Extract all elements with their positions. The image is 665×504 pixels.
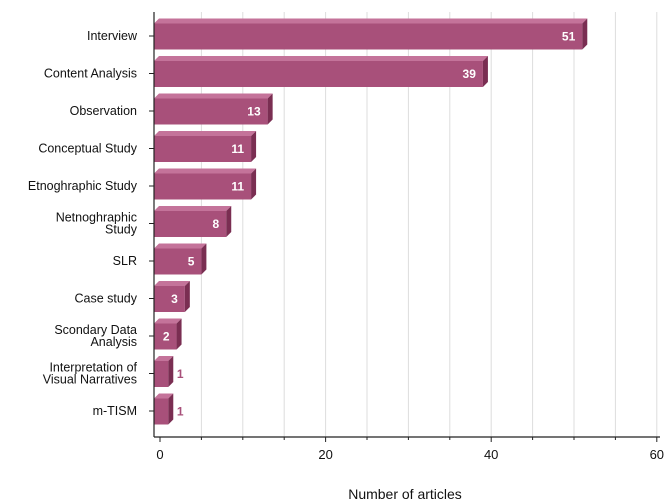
bar-top xyxy=(154,206,232,211)
bar-3: 13 xyxy=(154,93,273,125)
bar-8: 3 xyxy=(154,281,190,312)
value-label: 11 xyxy=(231,180,244,194)
bar-top xyxy=(154,18,588,24)
bar-top xyxy=(154,318,182,324)
bar-side xyxy=(168,356,174,387)
value-label: 8 xyxy=(213,217,220,231)
x-tick-label: 40 xyxy=(484,447,498,462)
category-label: Case study xyxy=(74,292,137,306)
value-label: 51 xyxy=(562,30,576,44)
category-label: Etnoghraphic Study xyxy=(28,179,138,193)
value-label: 1 xyxy=(177,367,184,381)
bar-top xyxy=(154,56,488,61)
value-label: 39 xyxy=(463,67,477,81)
bar-front xyxy=(154,323,177,350)
category-label: Interview xyxy=(87,29,138,43)
bar-front xyxy=(154,136,252,162)
bar-front xyxy=(154,98,268,125)
value-label: 2 xyxy=(163,330,170,344)
value-label: 11 xyxy=(231,142,244,156)
bar-top xyxy=(154,93,273,99)
bar-top xyxy=(154,131,257,136)
category-labels: Interview Content Analysis Observation Conc… xyxy=(28,29,138,418)
bar-front xyxy=(154,23,583,50)
x-tick-label: 0 xyxy=(156,447,163,462)
bar-2: 39 xyxy=(154,56,488,87)
bar-top xyxy=(154,356,174,361)
bar-front xyxy=(154,286,185,312)
category-label: Conceptual Study xyxy=(38,142,137,156)
category-label: m-TISM xyxy=(93,404,137,418)
bar-side xyxy=(176,318,182,350)
bar-front xyxy=(154,248,202,275)
bar-front xyxy=(154,173,252,200)
bar-side xyxy=(582,18,588,50)
bar-top xyxy=(154,168,257,174)
bar-7: 5 xyxy=(154,243,207,275)
x-tick-label: 20 xyxy=(318,447,332,462)
bar-top xyxy=(154,393,174,399)
bar-4: 11 xyxy=(154,131,257,162)
category-label: SLR xyxy=(113,254,137,268)
bar-side xyxy=(482,56,488,87)
category-label: Interpretation of Visual Narratives xyxy=(43,361,138,387)
bar-side xyxy=(201,243,207,275)
bar-front xyxy=(154,211,227,237)
bar-top xyxy=(154,281,190,286)
bar-side xyxy=(251,168,257,200)
bar-side xyxy=(226,206,232,237)
bar-9: 2 xyxy=(154,318,182,350)
bar-front xyxy=(154,61,483,87)
bar-side xyxy=(251,131,257,162)
category-label: Content Analysis xyxy=(44,67,137,81)
x-tick-label: 60 xyxy=(650,447,664,462)
value-label: 13 xyxy=(247,105,261,119)
bar-front xyxy=(154,398,169,425)
value-label: 5 xyxy=(188,255,195,269)
bar-front xyxy=(154,361,169,387)
bar-side xyxy=(267,93,273,125)
bar-10: 1 xyxy=(154,356,184,387)
bar-top xyxy=(154,243,207,249)
bar-11: 1 xyxy=(154,393,184,425)
bar-1: 51 xyxy=(154,18,588,50)
category-label: Observation xyxy=(70,104,137,118)
value-label: 3 xyxy=(171,292,178,306)
axes: 0 20 40 60 xyxy=(149,12,664,462)
category-label: Scondary Data Analysis xyxy=(54,323,137,349)
bar-side xyxy=(168,393,174,425)
bar-side xyxy=(184,281,190,312)
x-axis-title: Number of articles xyxy=(348,486,462,502)
category-label: Netnoghraphic Study xyxy=(56,211,138,237)
bar-6: 8 xyxy=(154,206,232,237)
bar-5: 11 xyxy=(154,168,257,200)
value-label: 1 xyxy=(177,405,184,419)
